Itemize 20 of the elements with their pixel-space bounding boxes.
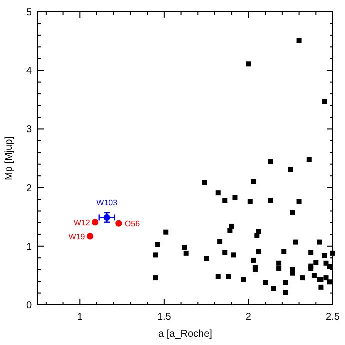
x-tick-label: 2.5	[326, 312, 340, 323]
x-tick-label: 2	[246, 312, 252, 323]
annotation: W12	[74, 218, 91, 228]
y-tick-label: 0	[26, 300, 32, 312]
y-tick-label: 3	[26, 124, 32, 136]
x-tick-label: 1.5	[157, 312, 172, 323]
annotation: W19	[68, 232, 86, 242]
point	[86, 233, 94, 240]
point	[104, 214, 110, 221]
y-tick-label: 5	[26, 8, 32, 18]
point	[116, 220, 122, 227]
point	[92, 219, 99, 226]
annotation: W103	[96, 198, 118, 208]
y-tick-label: 2	[26, 183, 32, 194]
y-tick-label: 4	[26, 66, 32, 78]
annotation: O56	[124, 220, 141, 229]
x-tick-label: 1	[77, 312, 84, 323]
y-axis-title: Mp [Mjup]	[4, 136, 15, 180]
x-axis-title: a [a_Roche]	[158, 329, 213, 340]
y-tick-label: 1	[26, 242, 32, 253]
